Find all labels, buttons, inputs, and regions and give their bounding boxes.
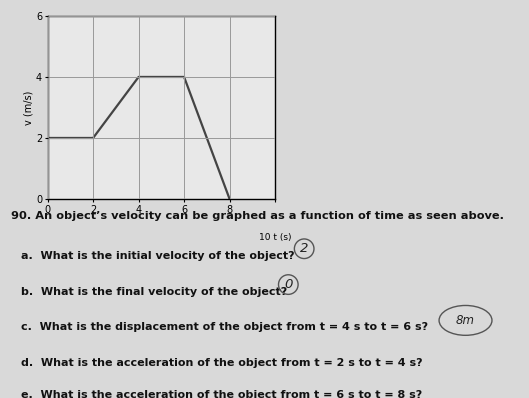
Text: 10 t (s): 10 t (s) bbox=[259, 232, 291, 242]
Text: d.  What is the acceleration of the object from t = 2 s to t = 4 s?: d. What is the acceleration of the objec… bbox=[21, 358, 423, 368]
Text: 90. An object’s velocity can be graphed as a function of time as seen above.: 90. An object’s velocity can be graphed … bbox=[11, 211, 504, 221]
Text: e.  What is the acceleration of the object from t = 6 s to t = 8 s?: e. What is the acceleration of the objec… bbox=[21, 390, 423, 398]
Text: 0: 0 bbox=[284, 278, 293, 291]
Text: a.  What is the initial velocity of the object?: a. What is the initial velocity of the o… bbox=[21, 251, 295, 261]
Text: 8m: 8m bbox=[456, 314, 475, 327]
Text: c.  What is the displacement of the object from t = 4 s to t = 6 s?: c. What is the displacement of the objec… bbox=[21, 322, 428, 332]
Text: b.  What is the final velocity of the object?: b. What is the final velocity of the obj… bbox=[21, 287, 287, 297]
Text: 2: 2 bbox=[300, 242, 308, 255]
Y-axis label: v (m/s): v (m/s) bbox=[23, 90, 33, 125]
